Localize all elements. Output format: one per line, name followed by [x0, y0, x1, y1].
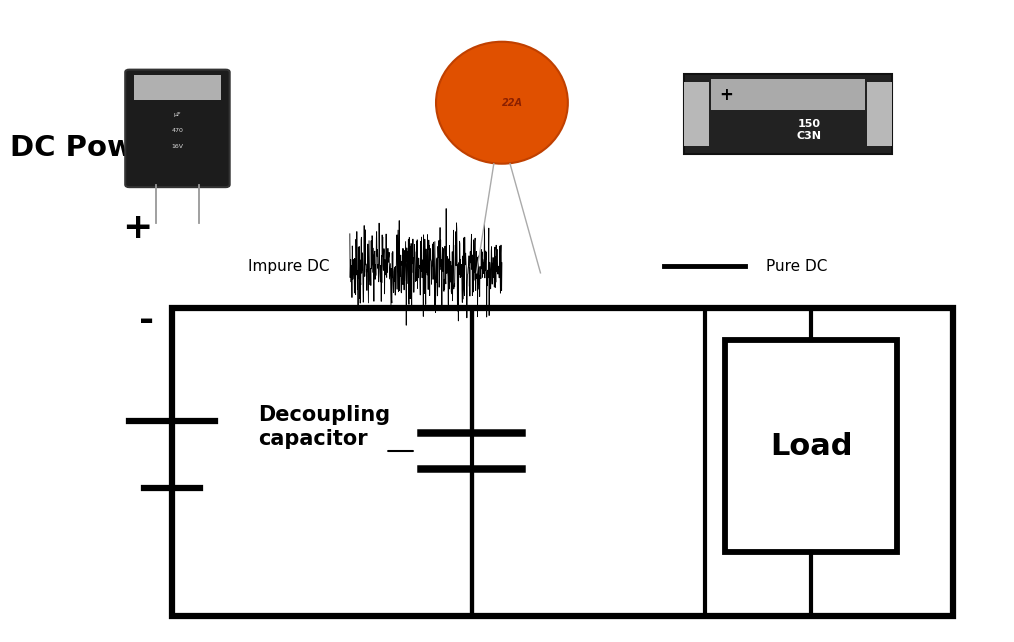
Text: Pure DC: Pure DC: [766, 259, 827, 274]
Ellipse shape: [436, 42, 568, 164]
Text: Decoupling
capacitor: Decoupling capacitor: [259, 405, 390, 449]
Text: 16V: 16V: [171, 144, 184, 150]
Bar: [867, 82, 892, 146]
Text: 470: 470: [171, 128, 184, 134]
Text: DC Power: DC Power: [10, 134, 168, 162]
Text: +: +: [122, 211, 152, 245]
Bar: [172, 308, 953, 616]
Bar: [135, 75, 221, 100]
Bar: [684, 82, 710, 146]
FancyBboxPatch shape: [126, 70, 230, 187]
Bar: [684, 74, 892, 154]
Text: Impure DC: Impure DC: [248, 259, 330, 274]
Text: Load: Load: [770, 431, 853, 461]
Bar: [725, 340, 897, 552]
Text: +: +: [719, 85, 733, 104]
Text: μF: μF: [173, 112, 182, 117]
Text: 22A: 22A: [502, 98, 522, 108]
Text: -: -: [140, 304, 154, 338]
Text: 150
C3N: 150 C3N: [797, 119, 821, 141]
Bar: [712, 80, 865, 110]
